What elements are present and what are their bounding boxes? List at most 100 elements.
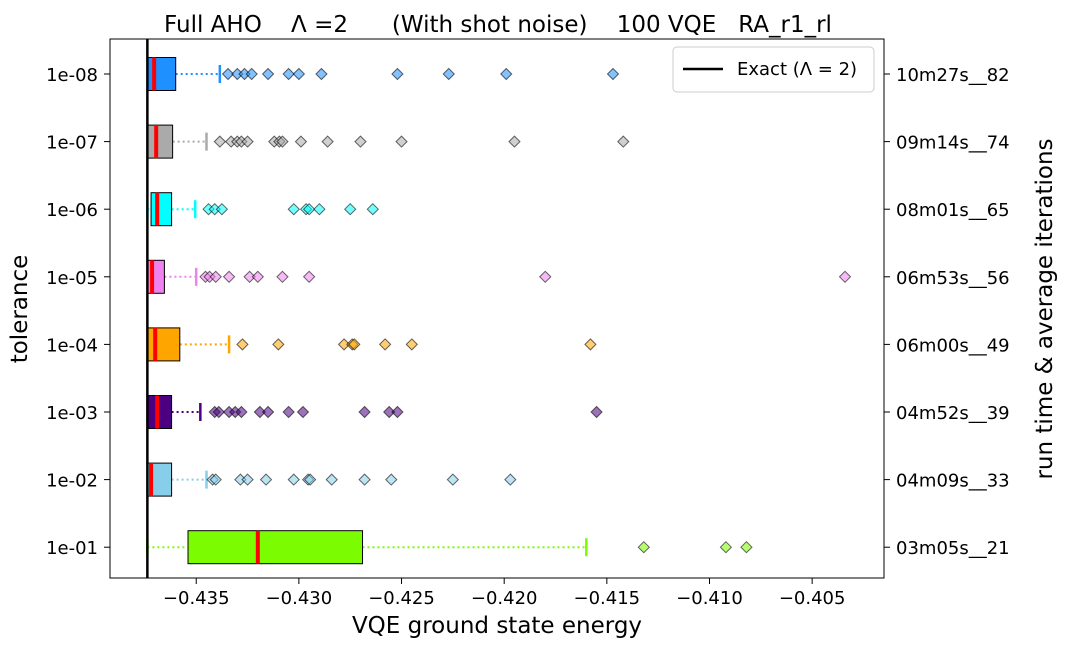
outlier-point: [261, 67, 275, 81]
x-tick-label: −0.425: [368, 588, 435, 609]
box: [146, 124, 174, 159]
outlier-point: [241, 473, 254, 486]
x-tick-label: −0.415: [574, 588, 641, 609]
x-tick-label: −0.405: [779, 588, 846, 609]
x-axis-ticks: −0.435 −0.430 −0.425 −0.420 −0.415 −0.410 −0.4…: [163, 578, 846, 609]
legend: Exact (Λ = 2): [672, 46, 875, 93]
outlier-point: [446, 473, 460, 486]
outlier-point: [584, 338, 597, 351]
outlier-point: [539, 270, 552, 284]
outlier-point: [500, 67, 513, 81]
right-tick-label: 04m09s__33: [896, 471, 1010, 492]
outlier-point: [740, 540, 753, 554]
x-tick-label: −0.410: [676, 588, 743, 609]
y-axis-ticks: 1e-08 1e-07 1e-06 1e-05 1e-04 1e-03 1e-02 1e-01: [46, 65, 110, 559]
y-tick-label: 1e-06: [46, 200, 98, 221]
x-axis-label: VQE ground state energy: [352, 613, 642, 639]
outlier-point: [405, 338, 419, 351]
y-tick-label: 1e-08: [46, 65, 98, 86]
outlier-point: [321, 135, 334, 148]
boxplot-1e-05: [146, 259, 852, 294]
x-tick-label: −0.420: [471, 588, 538, 609]
box: [150, 192, 173, 227]
outlier-point: [209, 270, 222, 284]
y-axis-label: tolerance: [7, 255, 33, 364]
outlier-point: [391, 405, 404, 419]
outlier-point: [358, 405, 371, 419]
boxplot-1e-08: [146, 57, 620, 91]
outlier-point: [315, 67, 328, 81]
outlier-point: [287, 473, 300, 486]
x-tick-label: −0.435: [163, 588, 230, 609]
outlier-point: [617, 135, 630, 148]
right-tick-label: 06m00s__49: [896, 335, 1010, 356]
outlier-point: [348, 338, 361, 351]
outlier-point: [395, 135, 408, 148]
outlier-point: [337, 338, 351, 351]
outlier-point: [296, 405, 310, 419]
outlier-point: [213, 135, 227, 148]
outlier-point: [282, 67, 295, 81]
chart-title: Full AHO Λ =2 (With shot noise) 100 VQE …: [164, 12, 832, 38]
outlier-point: [383, 405, 396, 419]
outlier-point: [313, 202, 326, 216]
box: [146, 395, 173, 429]
box: [187, 530, 364, 565]
boxplot-1e-02: [146, 462, 517, 497]
outlier-point: [303, 473, 317, 486]
outlier-point: [302, 202, 316, 216]
outlier-point: [719, 540, 733, 554]
boxplots-layer: [146, 57, 852, 565]
y-tick-label: 1e-07: [46, 133, 98, 154]
box: [146, 57, 177, 91]
outlier-point: [276, 270, 289, 284]
right-axis-ticks: 10m27s__82 09m14s__74 08m01s__65 06m53s__56…: [884, 65, 1010, 559]
outlier-point: [508, 135, 521, 148]
outlier-point: [287, 202, 300, 216]
y-tick-label: 1e-03: [46, 403, 98, 424]
outlier-point: [253, 405, 267, 419]
outlier-point: [590, 405, 603, 419]
outlier-point: [838, 270, 852, 284]
outlier-point: [215, 202, 229, 216]
outlier-point: [343, 202, 357, 216]
outlier-point: [292, 67, 306, 81]
outlier-point: [282, 405, 295, 419]
right-tick-label: 04m52s__39: [896, 403, 1010, 424]
outlier-point: [241, 135, 254, 148]
outlier-point: [259, 473, 273, 486]
plot-area: [109, 38, 885, 579]
outlier-point: [354, 135, 367, 148]
outlier-point: [245, 67, 258, 81]
outlier-point: [325, 473, 338, 486]
outlier-point: [606, 67, 620, 81]
legend-exact-label: Exact (Λ = 2): [737, 59, 857, 80]
y-tick-label: 1e-04: [46, 335, 98, 356]
right-tick-label: 06m53s__56: [896, 268, 1010, 289]
outlier-point: [209, 473, 222, 486]
outlier-point: [222, 270, 236, 284]
right-tick-label: 10m27s__82: [896, 65, 1010, 86]
outlier-point: [378, 338, 392, 351]
x-tick-label: −0.430: [266, 588, 333, 609]
boxplot-1e-04: [146, 327, 597, 362]
outlier-point: [276, 135, 289, 148]
outlier-point: [637, 540, 651, 554]
legend-box: [672, 46, 875, 93]
box: [146, 327, 181, 362]
outlier-point: [236, 338, 249, 351]
outlier-point: [243, 270, 256, 284]
outlier-point: [391, 67, 404, 81]
y-tick-label: 1e-02: [46, 471, 98, 492]
outlier-point: [212, 405, 226, 419]
right-tick-label: 03m05s__21: [896, 538, 1010, 559]
box: [146, 259, 165, 294]
outlier-point: [221, 67, 235, 81]
outlier-point: [261, 405, 275, 419]
right-tick-label: 08m01s__65: [896, 200, 1010, 221]
outlier-point: [235, 405, 248, 419]
outlier-point: [358, 473, 371, 486]
outlier-point: [385, 473, 398, 486]
outlier-point: [294, 135, 308, 148]
